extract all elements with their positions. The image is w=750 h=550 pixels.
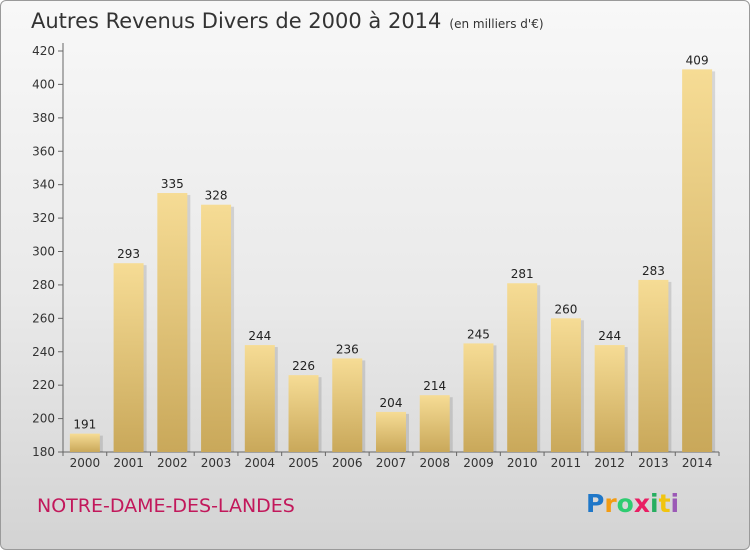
bar-2009: [463, 343, 494, 452]
data-label: 260: [554, 302, 577, 316]
x-tick-label: 2008: [419, 456, 450, 470]
x-axis: 2000 2001 2002 2003 2004 2005 2006 2007 2008 2009…: [62, 451, 720, 470]
bar-2013: [638, 279, 669, 452]
logo-letter: x: [633, 489, 650, 518]
bar-2008: [419, 395, 450, 452]
data-label: 409: [686, 53, 709, 67]
y-tick-label: 260: [32, 311, 55, 325]
data-label: 293: [117, 247, 140, 261]
bar-2012: [594, 345, 625, 452]
data-label: 214: [423, 379, 446, 393]
chart-subtitle: (en milliers d'€): [449, 17, 544, 31]
x-tick-label: 2000: [70, 456, 101, 470]
bar-2001: [113, 263, 144, 452]
y-tick-label: 300: [32, 245, 55, 259]
y-tick-label: 320: [32, 211, 55, 225]
y-tick-label: 240: [32, 345, 55, 359]
logo-letter: P: [586, 489, 605, 518]
x-tick-label: 2006: [332, 456, 363, 470]
y-axis: 180 200 220 240 260 280 300 320 340 360 380 400 420: [32, 43, 64, 459]
y-tick-label: 200: [32, 412, 55, 426]
bar-2007: [376, 411, 406, 452]
bar-2005: [288, 375, 319, 452]
y-tick-label: 420: [32, 44, 55, 58]
data-label: 236: [336, 342, 359, 356]
logo-letter: t: [658, 489, 671, 518]
bar-2014: [682, 69, 713, 453]
data-label: 283: [642, 264, 665, 278]
y-tick-label: 400: [32, 77, 55, 91]
bar-2011: [550, 318, 581, 452]
x-tick-label: 2002: [157, 456, 188, 470]
y-tick-label: 220: [32, 378, 55, 392]
bar-2010: [507, 283, 538, 452]
logo-letter: i: [670, 489, 680, 518]
bar-2006: [332, 358, 363, 452]
data-label: 245: [467, 327, 490, 341]
data-label: 244: [598, 329, 621, 343]
bar-2002: [157, 193, 188, 453]
logo-letter: r: [604, 489, 617, 518]
bar-2000: [69, 433, 100, 452]
y-tick-label: 180: [32, 445, 55, 459]
data-label: 335: [161, 177, 184, 191]
x-tick-label: 2004: [245, 456, 276, 470]
chart-title: Autres Revenus Divers de 2000 à 2014 (en …: [31, 9, 544, 33]
bars: [69, 69, 716, 453]
x-tick-label: 2014: [682, 456, 713, 470]
commune-name: NOTRE-DAME-DES-LANDES: [37, 495, 295, 517]
data-label: 191: [73, 418, 96, 432]
x-tick-label: 2001: [113, 456, 144, 470]
bar-2003: [201, 204, 232, 452]
x-tick-label: 2003: [201, 456, 232, 470]
data-label: 244: [248, 329, 271, 343]
x-tick-label: 2005: [288, 456, 319, 470]
y-tick-label: 280: [32, 278, 55, 292]
data-label: 226: [292, 359, 315, 373]
data-labels: 191 293 335 328 244 226 236 204 214 245 281 260 244 2…: [73, 53, 708, 431]
chart-title-text: Autres Revenus Divers de 2000 à 2014: [31, 9, 442, 33]
bar-2004: [244, 345, 275, 452]
y-tick-label: 340: [32, 178, 55, 192]
data-label: 328: [205, 189, 228, 203]
x-tick-label: 2007: [376, 456, 407, 470]
x-tick-label: 2009: [463, 456, 494, 470]
y-tick-label: 380: [32, 111, 55, 125]
x-tick-label: 2012: [594, 456, 625, 470]
y-tick-label: 360: [32, 144, 55, 158]
x-tick-label: 2011: [551, 456, 582, 470]
logo-letter: i: [650, 489, 659, 518]
proxiti-logo: Proxiti: [586, 489, 679, 518]
x-tick-label: 2010: [507, 456, 538, 470]
logo-letter: o: [616, 489, 634, 518]
x-tick-label: 2013: [638, 456, 669, 470]
data-label: 281: [511, 267, 534, 281]
data-label: 204: [380, 396, 403, 410]
